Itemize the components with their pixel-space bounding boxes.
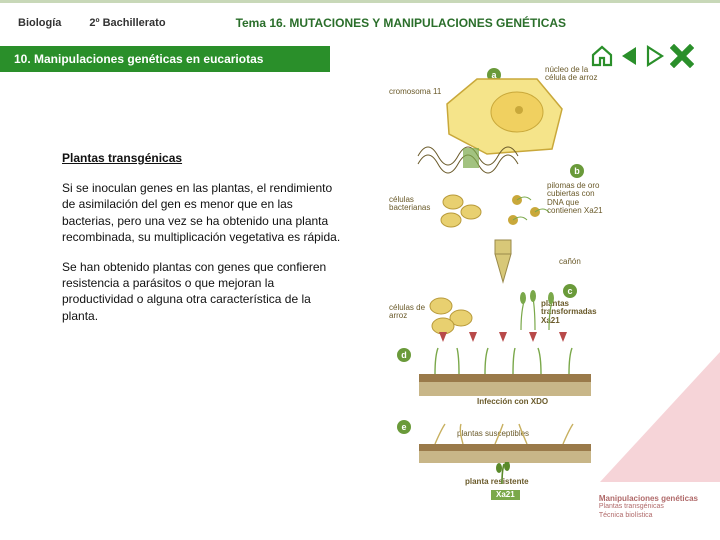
home-icon[interactable] xyxy=(590,44,614,68)
cannon-icon xyxy=(483,238,523,288)
step-badge-e: e xyxy=(397,420,411,434)
arrow-down-icon xyxy=(469,332,477,342)
next-icon[interactable] xyxy=(644,44,666,68)
label-gold: pilomas de oro cubiertas con DNA que con… xyxy=(547,182,609,216)
footer-title: Manipulaciones genéticas xyxy=(599,494,698,504)
topic-title: Tema 16. MUTACIONES Y MANIPULACIONES GEN… xyxy=(236,16,567,30)
slide-header: Biología 2º Bachillerato Tema 16. MUTACI… xyxy=(0,3,720,43)
section-title: 10. Manipulaciones genéticas en eucariot… xyxy=(14,52,263,66)
content-subtitle: Plantas transgénicas xyxy=(62,150,342,166)
arrow-down-icon xyxy=(529,332,537,342)
label-bact-cells: células bacterianas xyxy=(389,196,439,213)
chromosome-icon xyxy=(413,134,523,184)
footer-note: Manipulaciones genéticas Plantas transgé… xyxy=(599,494,698,520)
step-badge-d: d xyxy=(397,348,411,362)
section-title-bar: 10. Manipulaciones genéticas en eucariot… xyxy=(0,46,330,72)
level-label: 2º Bachillerato xyxy=(89,17,165,29)
footer-line1: Plantas transgénicas xyxy=(599,503,698,511)
decorative-pink-corner xyxy=(600,352,720,482)
susceptible-plants-icon xyxy=(415,420,595,464)
label-cannon: cañón xyxy=(559,258,581,266)
label-infection: Infección con XDO xyxy=(477,398,548,406)
arrow-down-icon xyxy=(439,332,447,342)
arrow-down-icon xyxy=(559,332,567,342)
subject-label: Biología xyxy=(18,17,61,29)
prev-icon[interactable] xyxy=(618,44,640,68)
nav-icon-group xyxy=(590,44,694,68)
paragraph-1: Si se inoculan genes en las plantas, el … xyxy=(62,180,342,245)
label-chromosome: cromosoma 11 xyxy=(389,88,441,96)
paragraph-2: Se han obtenido plantas con genes que co… xyxy=(62,259,342,324)
label-gene-tag: Xa21 xyxy=(491,490,520,500)
step-badge-b: b xyxy=(570,164,584,178)
body-text-block: Plantas transgénicas Si se inoculan gene… xyxy=(62,150,342,338)
resistant-plant-icon xyxy=(487,462,517,486)
close-icon[interactable] xyxy=(670,44,694,68)
bacteria-gold-icon xyxy=(439,188,549,236)
footer-line2: Técnica biolística xyxy=(599,512,698,520)
process-diagram: a núcleo de la célula de arroz cromosoma… xyxy=(395,68,605,488)
soil-infection-icon xyxy=(415,344,595,398)
arrow-down-icon xyxy=(499,332,507,342)
